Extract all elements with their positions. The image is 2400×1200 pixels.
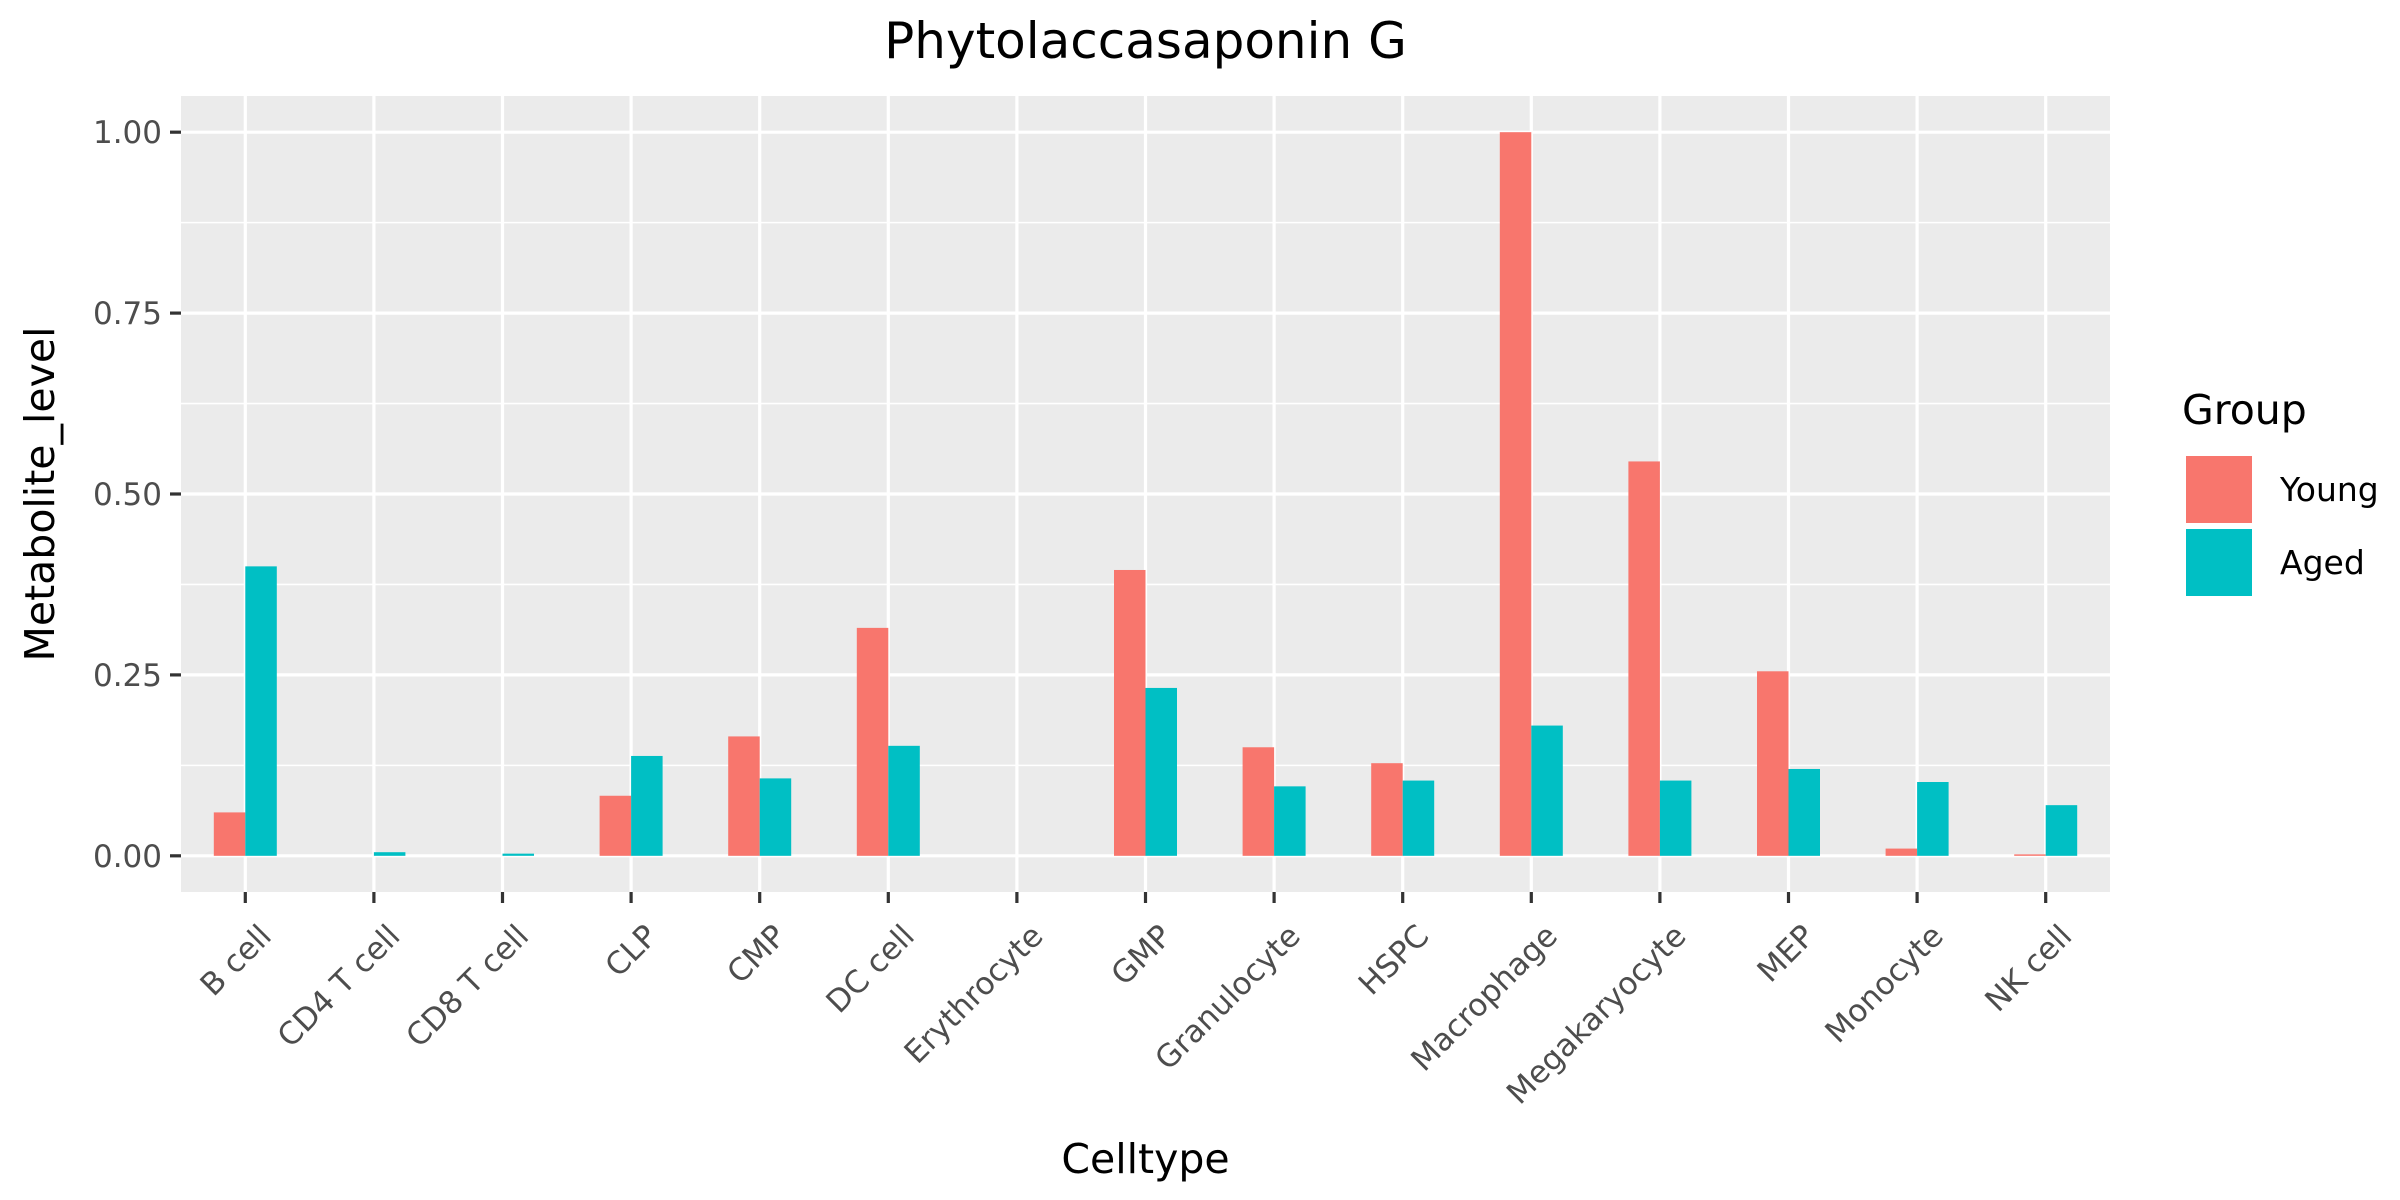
legend-title: Group: [2182, 386, 2307, 434]
x-tick-label: B cell: [194, 918, 279, 1003]
bars: [213, 132, 2078, 856]
bar-young-monocyte: [1885, 848, 1918, 856]
y-axis-title: Metabolite_level: [16, 327, 64, 662]
y-tick-label: 0.75: [93, 296, 162, 332]
x-tick-label: CLP: [598, 918, 664, 984]
bar-young-mep: [1757, 671, 1789, 856]
bar-young-gmp: [1114, 569, 1146, 856]
y-axis: 0.00 0.25 0.50 0.75 1.00: [93, 115, 181, 875]
legend-label-aged: Aged: [2280, 543, 2365, 582]
bar-aged-nk-cell: [2045, 805, 2078, 856]
legend-key-young: [2186, 456, 2252, 523]
bar-aged-granulocyte: [1274, 786, 1306, 856]
x-tick-label: Monocyte: [1818, 918, 1950, 1050]
bar-young-megakaryocyte: [1628, 461, 1660, 856]
x-tick-label: CD8 T cell: [399, 918, 536, 1055]
bar-aged-monocyte: [1917, 782, 1949, 856]
bar-aged-dc-cell: [888, 745, 920, 856]
x-tick-label: HSPC: [1352, 918, 1436, 1002]
y-tick-label: 0.00: [93, 839, 162, 875]
y-tick-label: 0.50: [93, 477, 162, 513]
x-axis-title: Celltype: [1061, 1135, 1229, 1183]
bar-aged-clp: [631, 755, 663, 856]
bar-aged-b-cell: [245, 566, 277, 856]
x-tick-label: DC cell: [819, 918, 921, 1020]
bar-young-granulocyte: [1242, 747, 1275, 856]
bar-young-macrophage: [1499, 132, 1532, 856]
chart-title: Phytolaccasaponin G: [884, 12, 1407, 70]
y-tick-label: 0.25: [93, 658, 162, 694]
y-tick-label: 1.00: [93, 115, 162, 151]
bar-young-nk-cell: [2014, 854, 2046, 856]
x-tick-label: MEP: [1751, 918, 1822, 989]
x-tick-label: GMP: [1104, 918, 1179, 993]
legend: Group Young Aged: [2182, 386, 2379, 596]
bar-young-hspc: [1371, 763, 1403, 856]
bar-aged-macrophage: [1531, 725, 1563, 856]
bar-young-cmp: [728, 736, 760, 856]
bar-aged-hspc: [1402, 780, 1435, 856]
x-tick-label: CMP: [720, 918, 793, 991]
bar-aged-cmp: [759, 778, 792, 856]
x-tick-label: CD4 T cell: [271, 918, 408, 1055]
legend-items: Young Aged: [2186, 456, 2379, 596]
bar-aged-megakaryocyte: [1659, 780, 1692, 856]
bar-aged-mep: [1788, 768, 1820, 856]
bar-young-b-cell: [213, 812, 246, 856]
x-tick-label: NK cell: [1978, 918, 2079, 1019]
x-tick-label: Erythrocyte: [898, 918, 1051, 1071]
bar-aged-cd8-t-cell: [502, 853, 534, 856]
bar-young-clp: [599, 795, 632, 856]
legend-key-aged: [2186, 529, 2252, 596]
bar-young-dc-cell: [856, 627, 889, 856]
legend-label-young: Young: [2279, 470, 2379, 509]
bar-aged-cd4-t-cell: [373, 852, 406, 856]
bar-aged-gmp: [1145, 687, 1177, 856]
